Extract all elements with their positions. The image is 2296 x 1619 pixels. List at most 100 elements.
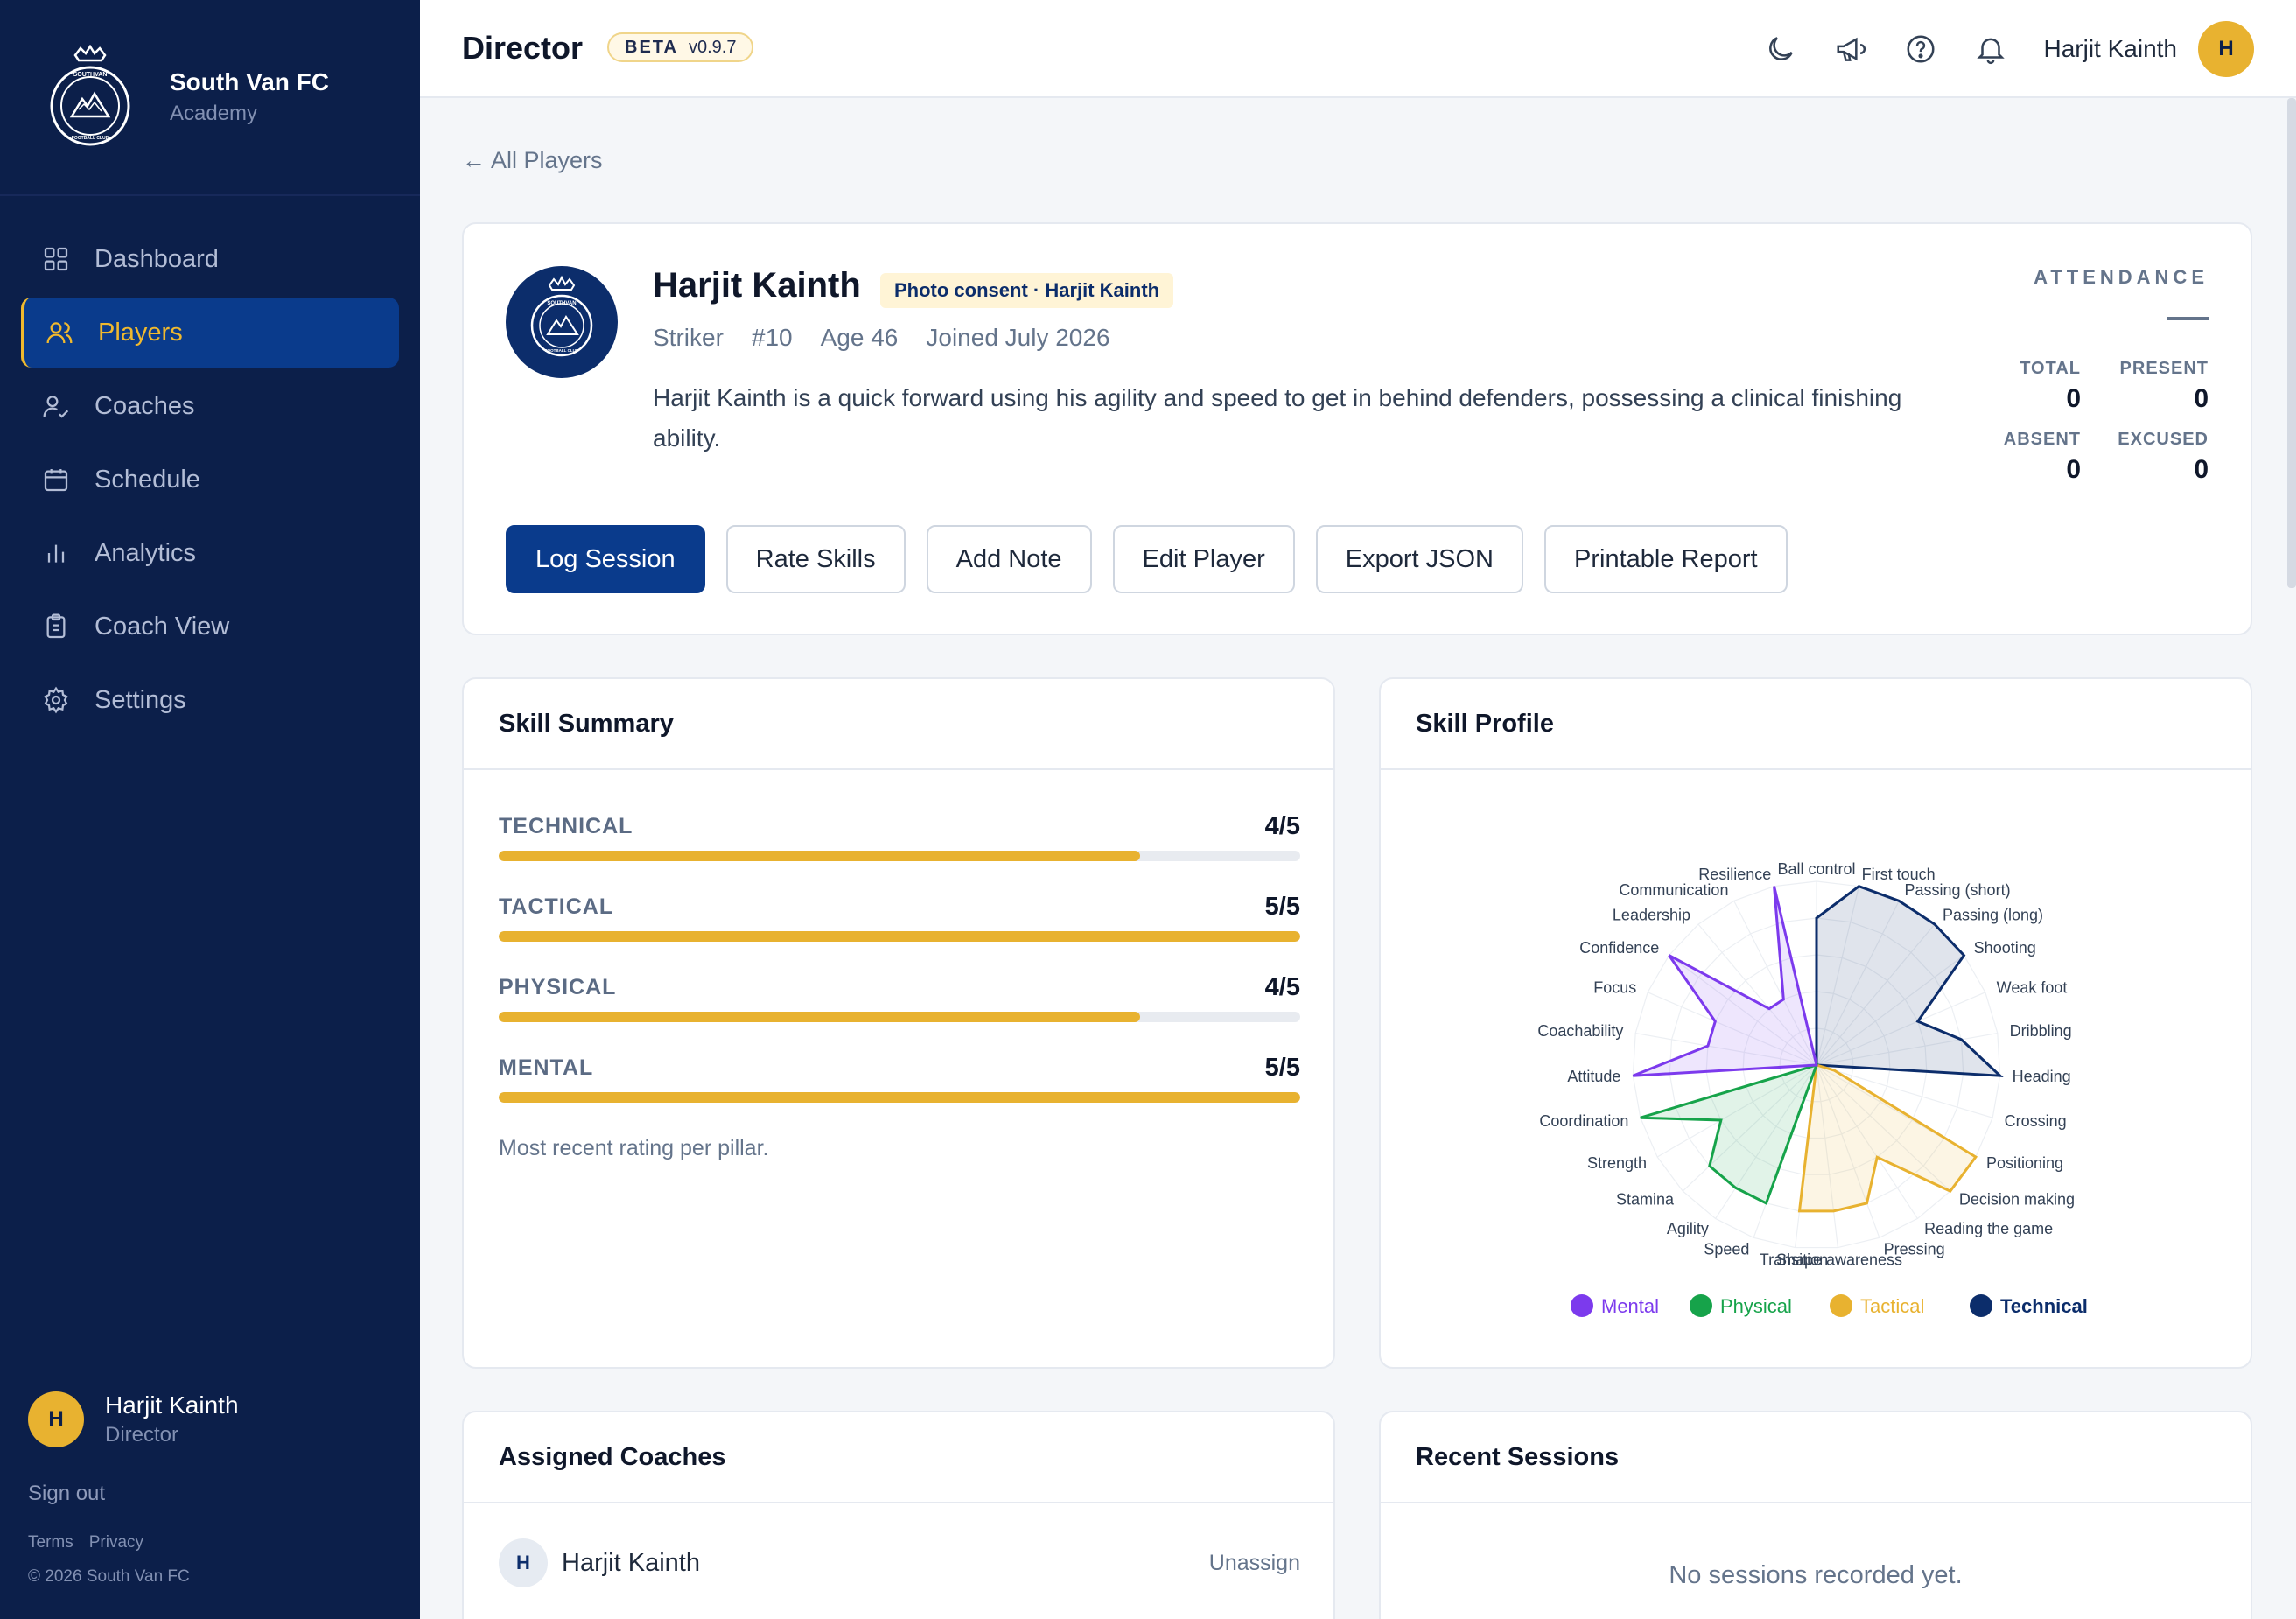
attendance-title: ATTENDANCE: [2034, 266, 2208, 288]
gear-icon: [42, 686, 70, 714]
sidebar-item-schedule[interactable]: Schedule: [21, 445, 399, 515]
legend-label-technical: Technical: [2000, 1295, 2088, 1317]
back-to-players-link[interactable]: ← All Players: [462, 147, 603, 173]
radar-axis-label: Leadership: [1613, 906, 1690, 923]
attendance-present-label: PRESENT: [2119, 359, 2208, 378]
avatar: H: [28, 1391, 84, 1447]
megaphone-icon[interactable]: [1833, 32, 1868, 67]
topbar-user-name[interactable]: Harjit Kainth: [2043, 35, 2177, 62]
list-item: H Harjit Kainth Unassign: [499, 1538, 1300, 1587]
attendance-total-label: TOTAL: [2020, 359, 2081, 378]
radar-axis-label: Decision making: [1959, 1191, 2075, 1209]
radar-series-mental: [1632, 886, 1818, 1077]
terms-link[interactable]: Terms: [28, 1533, 74, 1552]
sidebar-item-analytics[interactable]: Analytics: [21, 518, 399, 588]
legend-swatch-mental: [1571, 1294, 1593, 1317]
player-name: Harjit Kainth: [653, 266, 861, 305]
radar-axis-label: Dribbling: [2010, 1022, 2072, 1040]
player-avatar: SOUTHVAN FOOTBALL CLUB: [506, 266, 618, 378]
coach-icon: [42, 392, 70, 420]
player-profile-card: SOUTHVAN FOOTBALL CLUB Harjit Kainth Pho…: [462, 222, 2252, 635]
card-title: Assigned Coaches: [464, 1412, 1334, 1503]
log-session-button[interactable]: Log Session: [506, 525, 705, 593]
sidebar-item-settings[interactable]: Settings: [21, 665, 399, 735]
empty-state: No sessions recorded yet.: [1669, 1561, 1963, 1589]
player-number: #10: [751, 324, 793, 351]
radar-spoke: [1733, 901, 1817, 1066]
sign-out-link[interactable]: Sign out: [28, 1482, 106, 1505]
radar-spoke: [1682, 1064, 1817, 1192]
topbar: Director BETA v0.9.7 Harjit Kainth H: [420, 0, 2296, 98]
skill-bar-fill: [499, 1092, 1300, 1103]
skill-score: 4/5: [1264, 973, 1300, 1001]
photo-consent-badge: Photo consent · Harjit Kainth: [880, 273, 1174, 308]
skill-score: 5/5: [1264, 893, 1300, 921]
bell-icon[interactable]: [1973, 32, 2008, 67]
radar-spoke: [1816, 901, 1900, 1066]
player-position: Striker: [653, 324, 724, 351]
legal-links: Terms Privacy: [28, 1533, 159, 1552]
edit-player-button[interactable]: Edit Player: [1112, 525, 1295, 593]
skill-label: MENTAL: [499, 1055, 594, 1080]
radar-axis-label: Ball control: [1777, 860, 1855, 878]
skill-bar-track: [499, 851, 1300, 861]
recent-sessions-card: Recent Sessions No sessions recorded yet…: [1379, 1411, 2252, 1619]
clipboard-icon: [42, 613, 70, 641]
radar-axis-label: Confidence: [1579, 939, 1659, 957]
legend-swatch-technical: [1970, 1294, 1992, 1317]
radar-spoke: [1816, 1064, 1951, 1192]
attendance-panel: ATTENDANCE TOTAL 0 PRESENT 0 ABSENT 0 EXCUS…: [1981, 266, 2208, 485]
beta-badge: BETA v0.9.7: [607, 32, 754, 62]
sidebar-item-players[interactable]: Players: [21, 298, 399, 368]
grid-icon: [42, 245, 70, 273]
skill-summary-note: Most recent rating per pillar.: [499, 1136, 769, 1160]
copyright: © 2026 South Van FC: [28, 1567, 190, 1586]
coach-name: Harjit Kainth: [562, 1548, 700, 1577]
attendance-present: 0: [2194, 384, 2208, 413]
skill-profile-card: Skill Profile Ball control First touch Pas…: [1379, 677, 2252, 1369]
radar-spoke: [1816, 886, 1860, 1066]
printable-report-button[interactable]: Printable Report: [1544, 525, 1788, 593]
radar-axis-label: Focus: [1593, 978, 1636, 996]
radar-spoke: [1647, 992, 1817, 1066]
player-joined: Joined July 2026: [926, 324, 1110, 351]
sidebar-user[interactable]: H Harjit Kainth Director: [28, 1391, 239, 1447]
brand-subtitle: Academy: [170, 102, 258, 125]
radar-grid-ring: [1742, 991, 1891, 1139]
radar-axis-label: First touch: [1862, 866, 1936, 883]
unassign-button[interactable]: Unassign: [1208, 1550, 1300, 1575]
card-title: Skill Profile: [1381, 679, 2250, 770]
sidebar-item-label: Analytics: [94, 538, 197, 567]
sidebar-item-coaches[interactable]: Coaches: [21, 371, 399, 441]
sidebar-user-role: Director: [105, 1423, 179, 1447]
version-label: v0.9.7: [688, 37, 737, 57]
player-age: Age 46: [820, 324, 899, 351]
rate-skills-button[interactable]: Rate Skills: [725, 525, 906, 593]
add-note-button[interactable]: Add Note: [926, 525, 1092, 593]
sidebar-item-coach-view[interactable]: Coach View: [21, 592, 399, 662]
brand[interactable]: SOUTHVAN FOOTBALL CLUB South Van FC Acad…: [0, 0, 420, 196]
svg-text:FOOTBALL CLUB: FOOTBALL CLUB: [72, 136, 109, 141]
avatar[interactable]: H: [2198, 21, 2254, 77]
radar-spoke: [1816, 955, 1964, 1066]
export-json-button[interactable]: Export JSON: [1315, 525, 1523, 593]
radar-axis-label: Passing (short): [1905, 881, 2011, 899]
radar-spoke: [1816, 1064, 1838, 1248]
radar-axis-label: Transition: [1760, 1251, 1828, 1268]
help-icon[interactable]: [1903, 32, 1938, 67]
radar-axis-label: Shooting: [1974, 939, 2036, 957]
attendance-divider: [2166, 317, 2208, 320]
radar-axis-label: Crossing: [2005, 1112, 2067, 1130]
radar-axis-label: Passing (long): [1942, 906, 2043, 923]
scrollbar[interactable]: [2287, 98, 2296, 588]
radar-spoke: [1816, 1032, 1998, 1066]
sidebar-item-label: Coach View: [94, 612, 230, 641]
page-title: Director: [462, 30, 584, 66]
sidebar-item-dashboard[interactable]: Dashboard: [21, 224, 399, 294]
radar-axis-label: Weak foot: [1997, 978, 2068, 996]
privacy-link[interactable]: Privacy: [88, 1533, 144, 1552]
moon-icon[interactable]: [1763, 32, 1798, 67]
skill-label: TECHNICAL: [499, 814, 634, 838]
skill-score: 5/5: [1264, 1054, 1300, 1082]
legend-swatch-tactical: [1830, 1294, 1852, 1317]
